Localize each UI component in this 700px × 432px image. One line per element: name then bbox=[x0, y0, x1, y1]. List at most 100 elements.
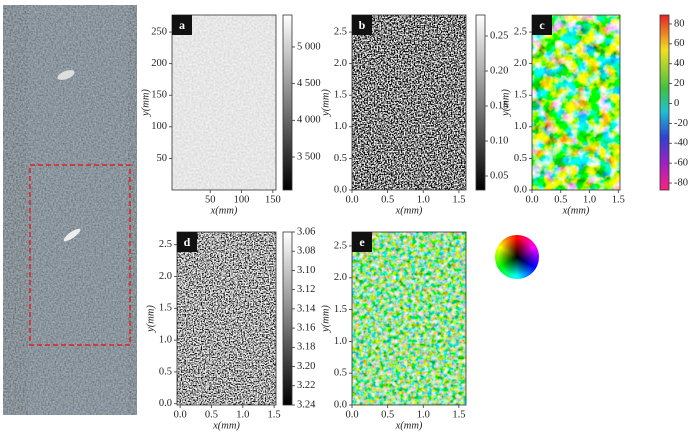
y-tick-label: 200 bbox=[151, 58, 167, 69]
y-axis-label: y(mm) bbox=[500, 89, 511, 117]
x-tick-label: 0.5 bbox=[554, 194, 567, 205]
map-image bbox=[352, 232, 466, 405]
y-tick-label: 0.5 bbox=[514, 153, 527, 164]
colorbar-tick-label: 3.24 bbox=[297, 399, 316, 410]
colorbar-tick-label: 0.25 bbox=[490, 30, 508, 41]
y-tick-label: 2.0 bbox=[514, 58, 527, 69]
x-tick-label: 1.0 bbox=[236, 409, 249, 420]
colorbar-tick-label: 3.12 bbox=[297, 284, 315, 295]
colorbar-tick-label: 3.08 bbox=[297, 246, 315, 257]
colorbar-tick-label: 3.18 bbox=[297, 342, 315, 353]
plot-frame bbox=[351, 14, 467, 191]
inclusion bbox=[63, 228, 81, 242]
y-tick-label: 250 bbox=[151, 26, 167, 37]
y-tick-label: 0.0 bbox=[159, 398, 172, 409]
y-tick-label: 1.5 bbox=[514, 90, 527, 101]
x-tick-label: 0.0 bbox=[345, 194, 358, 205]
panel-label: d bbox=[184, 235, 191, 249]
y-axis-label: y(mm) bbox=[140, 89, 151, 117]
colorbar bbox=[659, 14, 670, 191]
x-axis-label: x(mm) bbox=[210, 205, 238, 216]
y-axis-label: y(mm) bbox=[145, 305, 156, 333]
colorbar-tick-label: 3.16 bbox=[297, 323, 315, 334]
colorbar-tick-label: 5 000 bbox=[297, 41, 321, 52]
y-tick-label: 1.0 bbox=[334, 121, 347, 132]
y-tick-label: 0.5 bbox=[159, 366, 172, 377]
colorbar-tick-label: 0.05 bbox=[490, 170, 508, 181]
y-tick-label: 1.0 bbox=[514, 121, 527, 132]
panel-label-box bbox=[172, 15, 192, 35]
colorbar-tick-label: 4 000 bbox=[297, 115, 321, 126]
plot-frame bbox=[531, 14, 621, 191]
x-tick-label: 1.5 bbox=[612, 194, 625, 205]
colorbar-tick-label: 60 bbox=[674, 38, 685, 49]
plot-frame bbox=[171, 14, 277, 191]
colorbar-tick-label: 0 bbox=[674, 98, 679, 109]
colorbar-tick-label: 3 500 bbox=[297, 151, 321, 162]
panel-label: c bbox=[539, 18, 545, 32]
y-axis-label: y(mm) bbox=[320, 89, 331, 117]
panel-label-box bbox=[532, 15, 552, 35]
x-tick-label: 1.0 bbox=[417, 194, 430, 205]
y-tick-label: 1.0 bbox=[159, 335, 172, 346]
y-tick-label: 1.0 bbox=[334, 336, 347, 347]
y-tick-label: 50 bbox=[157, 153, 168, 164]
panel-label-box bbox=[352, 232, 372, 252]
y-tick-label: 2.0 bbox=[334, 58, 347, 69]
colorbar-tick-label: 3.20 bbox=[297, 361, 315, 372]
colorbar bbox=[475, 14, 486, 191]
x-tick-label: 0.0 bbox=[174, 409, 187, 420]
colorbar-tick-label: -60 bbox=[674, 158, 688, 169]
region-box bbox=[29, 164, 131, 346]
colorbar-tick-label: 20 bbox=[674, 78, 685, 89]
x-tick-label: 1.0 bbox=[417, 409, 430, 420]
y-tick-label: 1.5 bbox=[334, 304, 347, 315]
panel-label-box bbox=[352, 15, 372, 35]
y-axis-label: y(mm) bbox=[320, 305, 331, 333]
colorbar-tick-label: 3.06 bbox=[297, 226, 315, 237]
colorbar-tick-label: 0.15 bbox=[490, 100, 508, 111]
y-tick-label: 0.0 bbox=[514, 184, 527, 195]
y-tick-label: 100 bbox=[151, 121, 167, 132]
inclusion bbox=[57, 70, 75, 80]
y-tick-label: 2.0 bbox=[334, 272, 347, 283]
colorbar-tick-label: 3.10 bbox=[297, 265, 315, 276]
color-wheel bbox=[495, 235, 539, 279]
colorbar-tick-label: -80 bbox=[674, 177, 688, 188]
y-tick-label: 2.5 bbox=[514, 26, 527, 37]
y-tick-label: 2.0 bbox=[159, 271, 172, 282]
map-image bbox=[532, 15, 620, 190]
plot-frame bbox=[176, 231, 277, 406]
colorbar-tick-label: 0.10 bbox=[490, 135, 508, 146]
x-tick-label: 1.5 bbox=[452, 409, 465, 420]
y-tick-label: 2.5 bbox=[334, 26, 347, 37]
y-tick-label: 2.5 bbox=[334, 240, 347, 251]
colorbar-tick-label: -20 bbox=[674, 118, 688, 129]
colorbar-tick-label: 4 500 bbox=[297, 78, 321, 89]
panel-label: e bbox=[359, 235, 365, 249]
y-tick-label: 0.5 bbox=[334, 368, 347, 379]
y-tick-label: 150 bbox=[151, 90, 167, 101]
y-tick-label: 0.0 bbox=[334, 399, 347, 410]
colorbar bbox=[282, 14, 293, 191]
colorbar-tick-label: 80 bbox=[674, 18, 685, 29]
x-tick-label: 150 bbox=[265, 194, 281, 205]
x-axis-label: x(mm) bbox=[212, 420, 240, 431]
x-tick-label: 1.0 bbox=[583, 194, 596, 205]
colorbar-tick-label: 3.22 bbox=[297, 380, 315, 391]
colorbar-tick-label: 0.20 bbox=[490, 65, 508, 76]
x-tick-label: 1.5 bbox=[452, 194, 465, 205]
x-tick-label: 0.5 bbox=[205, 409, 218, 420]
panel-label-box bbox=[177, 232, 197, 252]
x-tick-label: 50 bbox=[205, 194, 216, 205]
y-tick-label: 2.5 bbox=[159, 239, 172, 250]
y-tick-label: 1.5 bbox=[159, 303, 172, 314]
colorbar-tick-label: -40 bbox=[674, 138, 688, 149]
colorbar-tick-label: 3.14 bbox=[297, 303, 316, 314]
map-image bbox=[172, 15, 276, 190]
x-tick-label: 100 bbox=[234, 194, 250, 205]
panel-label: a bbox=[179, 18, 185, 32]
map-image bbox=[352, 15, 466, 190]
